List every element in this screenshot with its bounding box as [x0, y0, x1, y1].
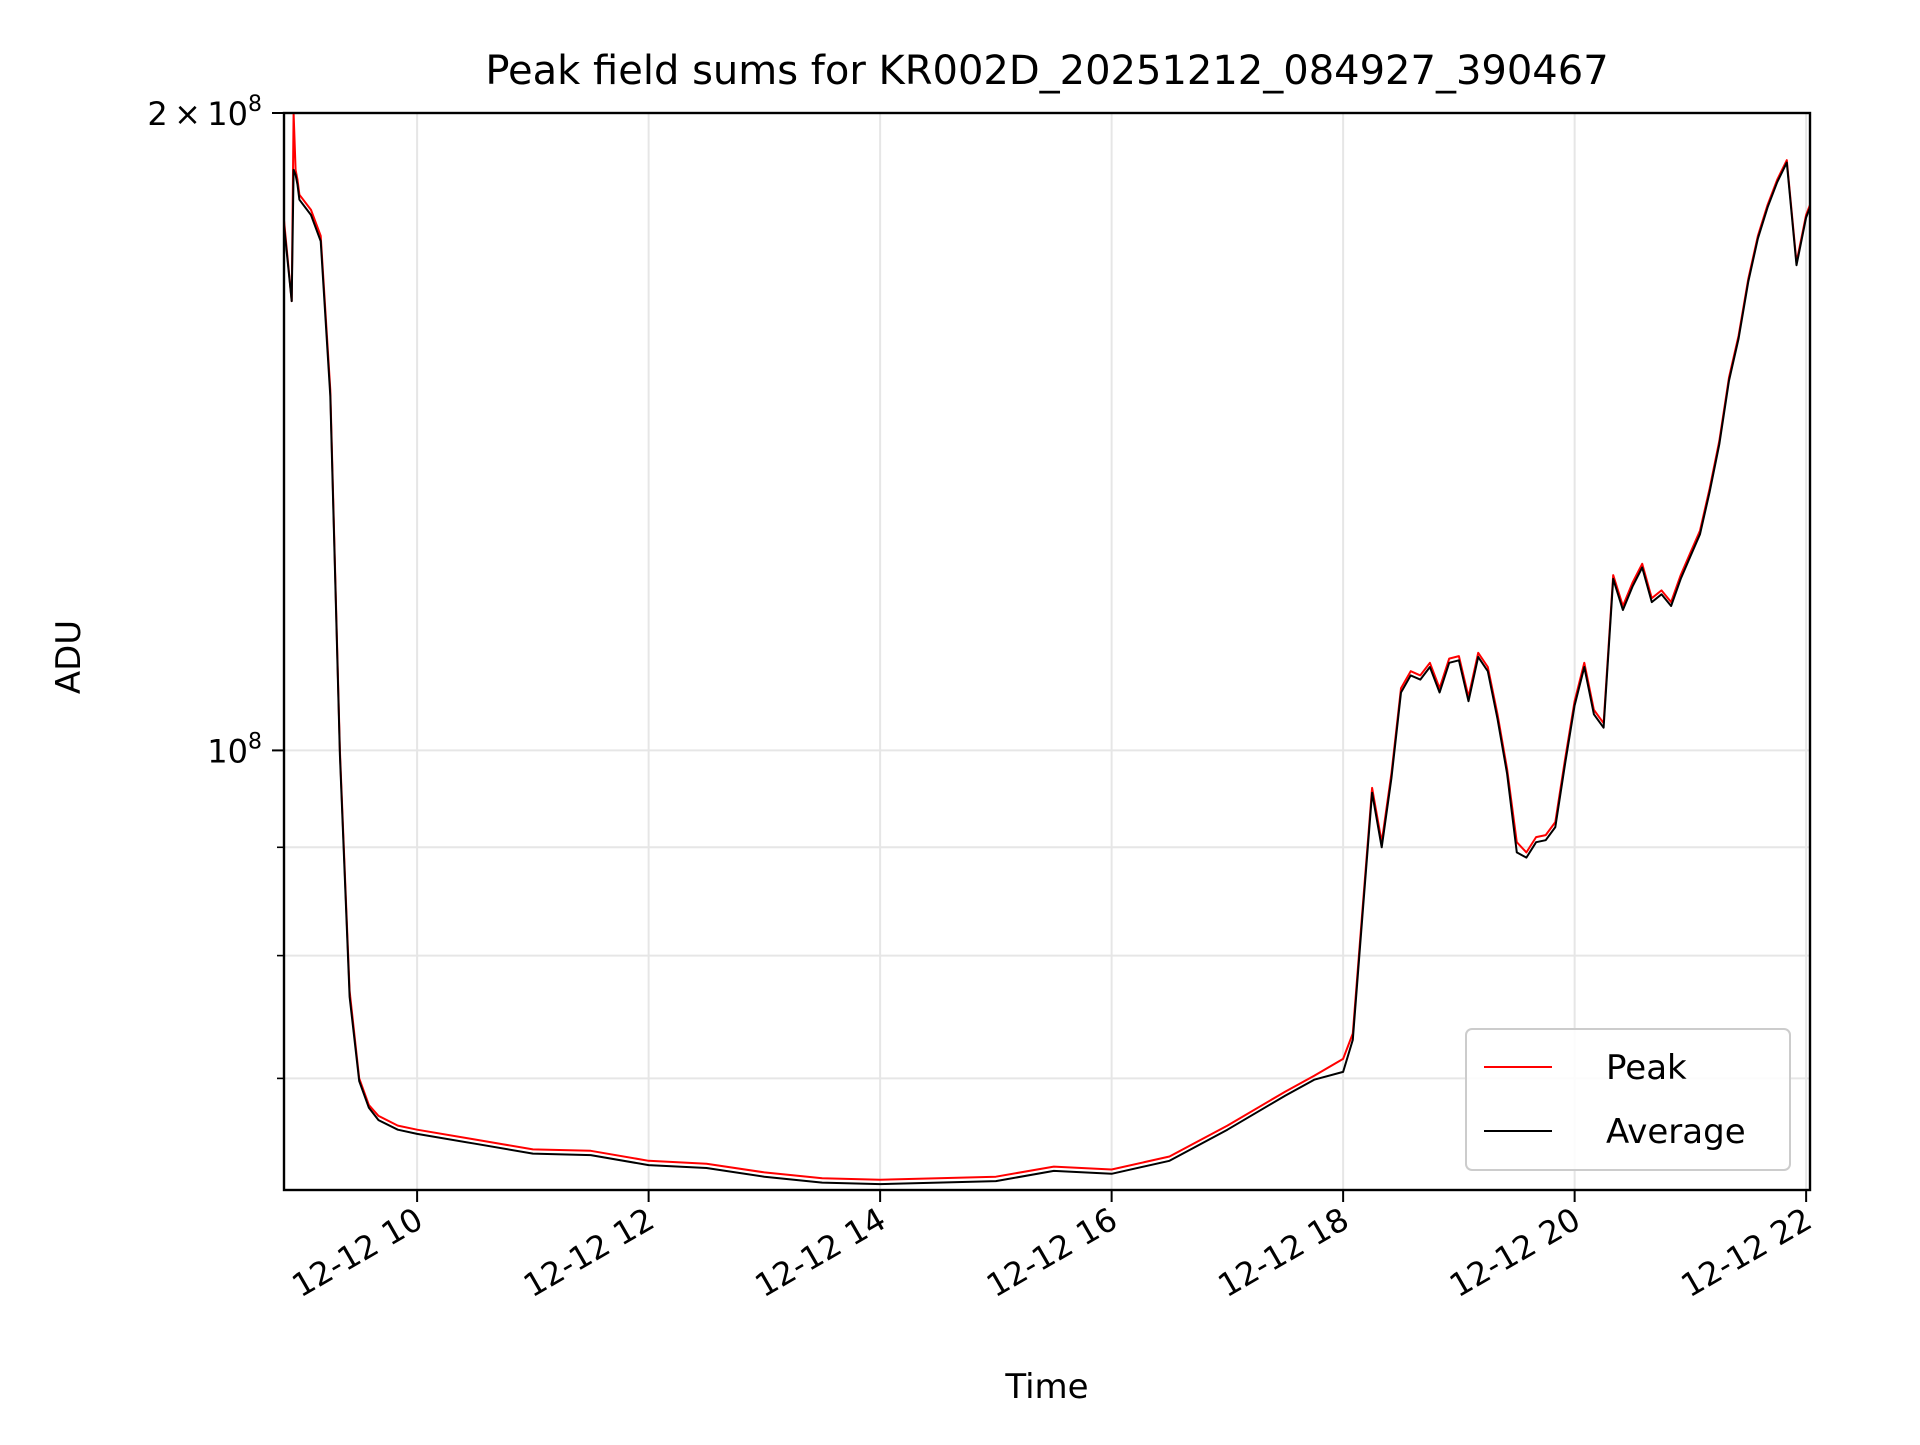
x-axis-label: Time	[1004, 1367, 1088, 1407]
y-tick-label: 108	[207, 729, 262, 770]
series-line-average	[283, 161, 1811, 1186]
chart-title: Peak field sums for KR002D_20251212_0849…	[485, 48, 1608, 94]
plot-frame	[282, 111, 1812, 1192]
y-tick-label: 2 × 108	[147, 92, 262, 133]
y-axis-label: ADU	[49, 620, 89, 694]
series-line-peak	[283, 112, 1811, 1181]
series-lines	[283, 112, 1811, 1186]
legend-label-average: Average	[1606, 1112, 1746, 1152]
legend: Peak Average	[1465, 1028, 1791, 1171]
legend-box	[1465, 1028, 1791, 1171]
legend-label-peak: Peak	[1606, 1048, 1687, 1088]
